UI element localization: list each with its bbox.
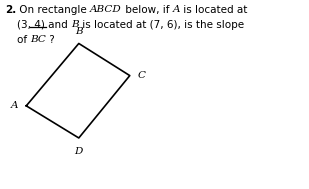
Text: ?: ? [46,35,55,45]
Text: of: of [17,35,30,45]
Text: A: A [11,101,19,110]
Text: is located at: is located at [180,5,247,15]
Text: C: C [138,71,146,80]
Text: ABCD: ABCD [90,5,122,14]
Text: 2.: 2. [5,5,16,15]
Text: BC: BC [30,35,46,44]
Text: D: D [74,147,83,156]
Text: B: B [75,27,83,36]
Text: is located at (7, 6), is the slope: is located at (7, 6), is the slope [78,20,244,30]
Text: below, if: below, if [122,5,172,15]
Text: A: A [172,5,180,14]
Text: B: B [71,20,78,29]
Text: (3, 4) and: (3, 4) and [17,20,71,30]
Text: On rectangle: On rectangle [16,5,90,15]
